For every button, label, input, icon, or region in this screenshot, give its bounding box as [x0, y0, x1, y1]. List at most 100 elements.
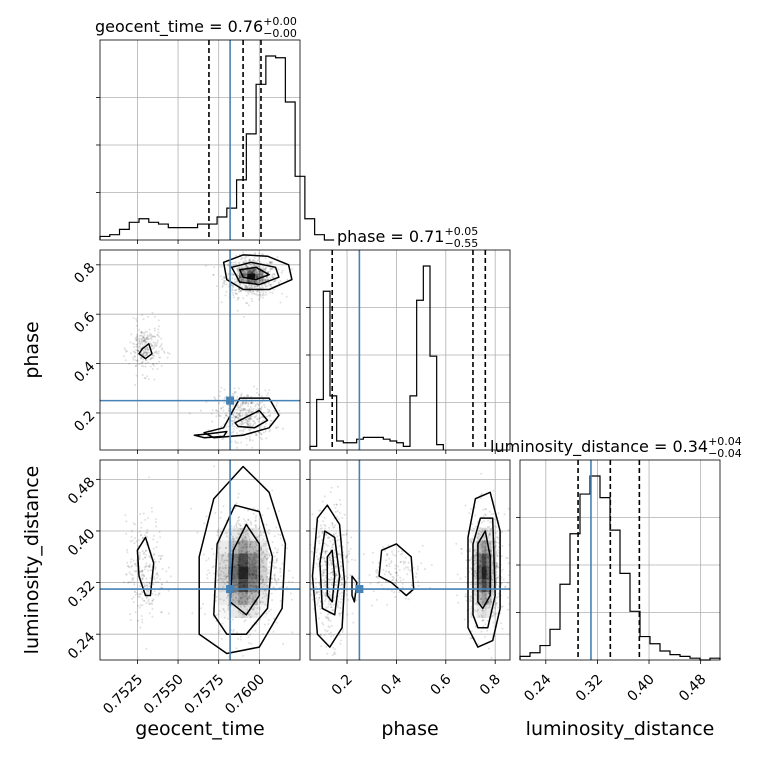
sample-point — [253, 269, 255, 272]
sample-point — [264, 544, 267, 547]
sample-point — [491, 584, 494, 587]
sample-point — [371, 561, 374, 564]
sample-point — [237, 605, 240, 608]
sample-point — [475, 525, 478, 528]
sample-point — [254, 559, 257, 562]
sample-point — [493, 611, 496, 614]
sample-point — [262, 431, 265, 434]
sample-point — [324, 583, 327, 586]
sample-point — [234, 549, 237, 551]
sample-point — [480, 472, 483, 475]
contour-geocent_time|luminosity_distance-3 — [136, 536, 155, 597]
sample-point — [319, 634, 322, 636]
sample-point — [251, 558, 254, 561]
sample-point — [324, 568, 327, 571]
sample-point — [138, 341, 141, 343]
sample-point — [268, 571, 271, 573]
sample-point — [146, 347, 149, 350]
sample-point — [146, 351, 149, 354]
sample-point — [140, 533, 143, 536]
sample-point — [497, 592, 500, 595]
sample-point — [268, 529, 271, 531]
sample-point — [259, 582, 262, 585]
sample-point — [238, 412, 240, 415]
sample-point — [239, 524, 242, 527]
sample-point — [269, 267, 272, 270]
sample-point — [488, 521, 491, 524]
sample-point — [386, 552, 389, 555]
y-tick-label-phase-2: 0.6 — [71, 309, 98, 336]
sample-point — [279, 534, 282, 536]
sample-point — [132, 356, 135, 359]
sample-point — [237, 387, 240, 390]
sample-point — [398, 591, 401, 594]
sample-point — [474, 549, 477, 552]
sample-point — [394, 596, 397, 598]
sample-point — [269, 261, 272, 264]
sample-point — [247, 613, 250, 616]
sample-point — [271, 273, 274, 276]
sample-point — [232, 261, 235, 264]
sample-point — [235, 441, 237, 444]
sample-point — [501, 605, 504, 608]
sample-point — [137, 349, 140, 352]
sample-point — [125, 573, 128, 576]
sample-point — [395, 578, 398, 581]
title-upper-phase: +0.05 — [444, 225, 478, 238]
sample-point — [158, 592, 161, 595]
sample-point — [129, 540, 132, 543]
sample-point — [337, 517, 340, 520]
sample-point — [314, 577, 317, 580]
sample-point — [244, 413, 247, 416]
sample-point — [241, 269, 244, 272]
sample-point — [481, 528, 484, 531]
sample-point — [329, 559, 332, 562]
sample-point — [129, 573, 132, 576]
sample-point — [169, 575, 172, 578]
sample-point — [156, 577, 159, 579]
sample-point — [137, 619, 140, 622]
sample-point — [407, 561, 410, 564]
sample-point — [239, 290, 242, 292]
sample-point — [269, 261, 272, 264]
sample-point — [264, 553, 267, 556]
sample-point — [342, 554, 345, 557]
sample-point — [156, 581, 159, 584]
sample-point — [247, 535, 250, 538]
sample-point — [144, 556, 147, 559]
sample-point — [354, 583, 356, 585]
sample-point — [129, 619, 132, 621]
sample-point — [133, 351, 136, 354]
sample-point — [267, 578, 270, 581]
sample-point — [267, 586, 270, 589]
sample-point — [471, 537, 474, 540]
sample-point — [128, 362, 131, 365]
sample-point — [490, 600, 493, 603]
sample-point — [249, 257, 251, 260]
sample-point — [247, 601, 250, 604]
density-cell — [471, 592, 477, 606]
sample-point — [231, 423, 234, 426]
sample-point — [407, 568, 410, 571]
sample-point — [236, 414, 239, 417]
sample-point — [242, 271, 245, 274]
sample-point — [137, 350, 140, 352]
sample-point — [249, 546, 252, 549]
sample-point — [491, 569, 494, 572]
sample-point — [240, 257, 243, 260]
sample-point — [145, 340, 148, 343]
sample-point — [488, 606, 491, 609]
sample-point — [232, 629, 235, 631]
sample-point — [131, 530, 134, 533]
sample-point — [244, 266, 247, 268]
sample-point — [238, 519, 240, 522]
sample-point — [338, 614, 341, 617]
density-cell — [257, 566, 268, 580]
sample-point — [333, 552, 336, 555]
sample-point — [322, 585, 325, 588]
sample-point — [239, 284, 242, 286]
sample-point — [242, 402, 244, 405]
y-tick-label-luminosity_distance-3: 0.48 — [65, 474, 98, 507]
sample-point — [237, 417, 240, 420]
sample-point — [219, 577, 222, 580]
